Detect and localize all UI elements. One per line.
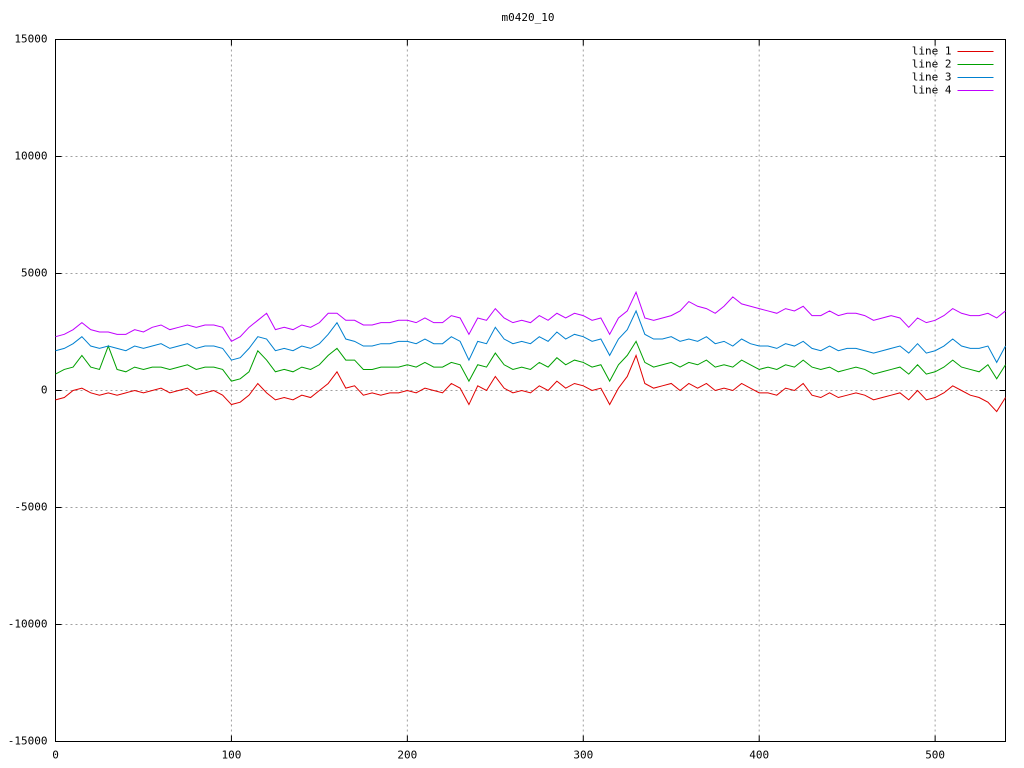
- x-tick-label: 200: [397, 749, 417, 762]
- y-tick-label: -15000: [8, 735, 48, 748]
- y-tick-label: 5000: [21, 267, 48, 280]
- legend-label: line 3: [912, 71, 952, 84]
- x-tick-label: 300: [573, 749, 593, 762]
- y-tick-label: 0: [41, 384, 48, 397]
- y-tick-label: -5000: [14, 501, 47, 514]
- x-tick-label: 500: [925, 749, 945, 762]
- y-tick-label: 10000: [14, 150, 47, 163]
- x-tick-label: 0: [52, 749, 59, 762]
- legend-label: line 1: [912, 45, 952, 58]
- legend-label: line 4: [912, 84, 952, 97]
- x-tick-label: 100: [221, 749, 241, 762]
- chart-title: m0420_10: [502, 11, 555, 24]
- y-tick-label: -10000: [8, 618, 48, 631]
- legend-label: line 2: [912, 58, 952, 71]
- series-line: [55, 290, 1006, 343]
- y-tick-label: 15000: [14, 33, 47, 46]
- series-line: [55, 309, 1006, 364]
- x-tick-label: 400: [749, 749, 769, 762]
- series-line: [55, 353, 1006, 413]
- series-line: [55, 340, 1006, 383]
